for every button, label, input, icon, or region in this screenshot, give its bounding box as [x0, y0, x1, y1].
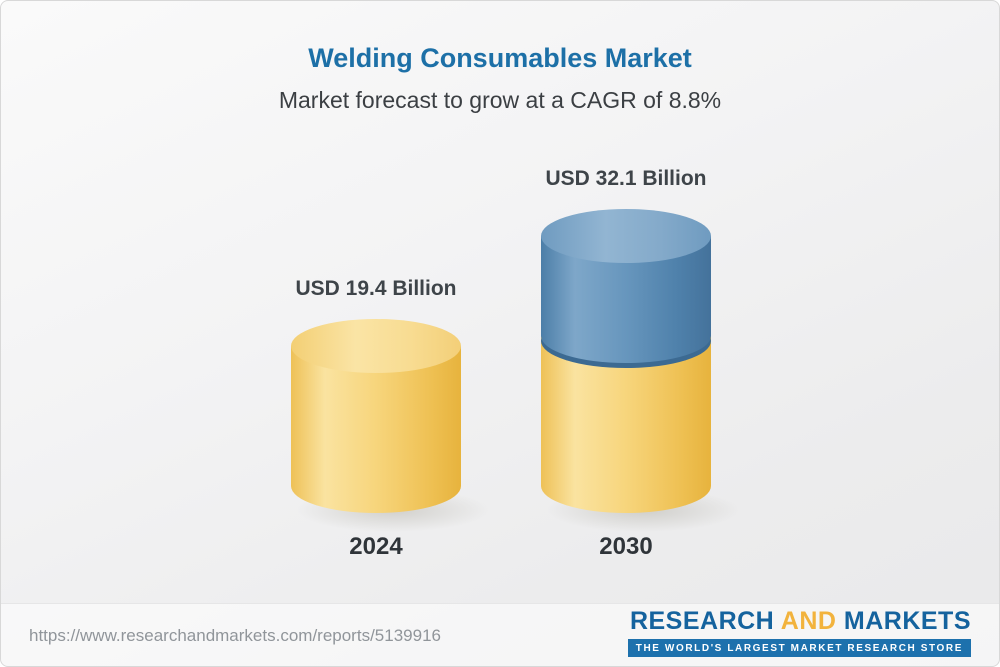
- x-axis-label-2030: 2030: [599, 533, 653, 560]
- value-label-2024: USD 19.4 Billion: [295, 277, 457, 300]
- bar-2030: [541, 209, 711, 513]
- brand-word-markets: MARKETS: [843, 607, 971, 635]
- brand-tagline: THE WORLD'S LARGEST MARKET RESEARCH STOR…: [627, 639, 971, 657]
- bar-2024-top-cap: [291, 319, 461, 373]
- brand-word-research: RESEARCH: [629, 607, 775, 635]
- value-label-2030: USD 32.1 Billion: [545, 167, 707, 190]
- x-axis-label-2024: 2024: [349, 533, 403, 560]
- brand-logo: RESEARCH AND MARKETS THE WORLD'S LARGEST…: [627, 607, 971, 657]
- bar-2024: [291, 319, 461, 513]
- brand-name: RESEARCH AND MARKETS: [628, 607, 971, 636]
- brand-word-and: AND: [780, 607, 837, 635]
- chart-title: Welding Consumables Market: [308, 43, 692, 73]
- bar-2024-body: [291, 346, 461, 513]
- report-url-link[interactable]: https://www.researchandmarkets.com/repor…: [29, 626, 441, 645]
- bar-2030-top-cap: [541, 209, 711, 263]
- footer: https://www.researchandmarkets.com/repor…: [1, 603, 999, 666]
- chart-subtitle: Market forecast to grow at a CAGR of 8.8…: [278, 87, 722, 113]
